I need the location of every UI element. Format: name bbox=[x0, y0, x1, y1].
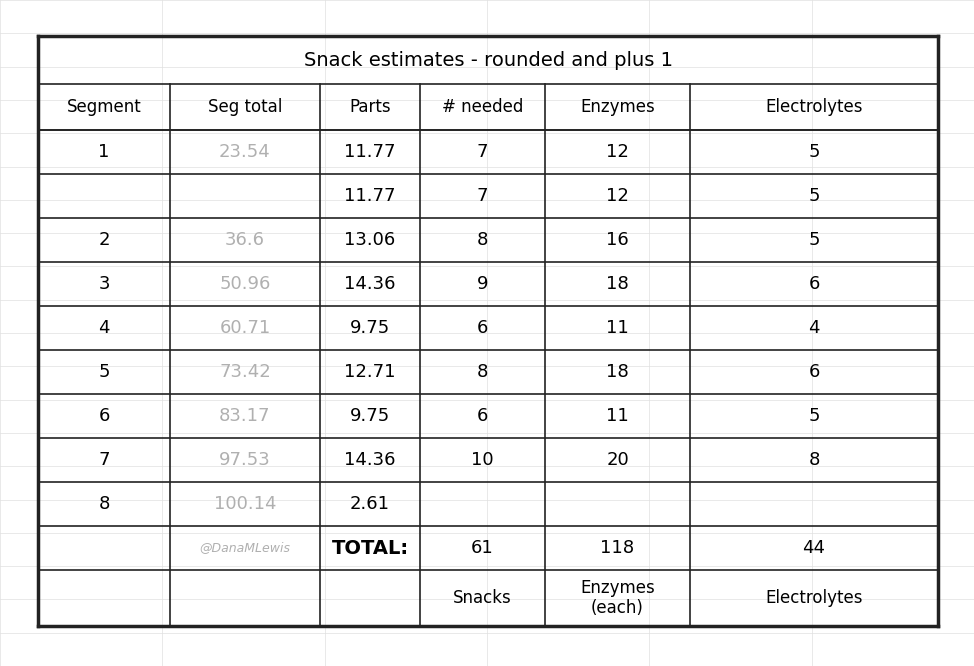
Text: 9: 9 bbox=[476, 275, 488, 293]
Text: 97.53: 97.53 bbox=[219, 451, 271, 469]
Text: 5: 5 bbox=[808, 187, 820, 205]
Text: # needed: # needed bbox=[442, 98, 523, 116]
Text: 7: 7 bbox=[476, 143, 488, 161]
Text: 3: 3 bbox=[98, 275, 110, 293]
Text: 60.71: 60.71 bbox=[219, 319, 271, 337]
Text: 5: 5 bbox=[808, 231, 820, 249]
Text: 14.36: 14.36 bbox=[344, 451, 395, 469]
Text: 11.77: 11.77 bbox=[344, 143, 395, 161]
Text: 8: 8 bbox=[808, 451, 820, 469]
Text: 7: 7 bbox=[98, 451, 110, 469]
Text: 6: 6 bbox=[98, 407, 110, 425]
Text: 100.14: 100.14 bbox=[213, 495, 277, 513]
Text: 7: 7 bbox=[476, 187, 488, 205]
Text: 6: 6 bbox=[808, 363, 820, 381]
Text: 6: 6 bbox=[477, 319, 488, 337]
Text: 11: 11 bbox=[606, 407, 629, 425]
Text: 5: 5 bbox=[808, 407, 820, 425]
Text: 12.71: 12.71 bbox=[344, 363, 395, 381]
Text: @DanaMLewis: @DanaMLewis bbox=[200, 541, 290, 555]
Text: 83.17: 83.17 bbox=[219, 407, 271, 425]
Text: 6: 6 bbox=[477, 407, 488, 425]
Text: 44: 44 bbox=[803, 539, 826, 557]
Text: Electrolytes: Electrolytes bbox=[766, 98, 863, 116]
Text: 2: 2 bbox=[98, 231, 110, 249]
Text: 8: 8 bbox=[477, 363, 488, 381]
Text: 61: 61 bbox=[471, 539, 494, 557]
Text: 6: 6 bbox=[808, 275, 820, 293]
Text: 14.36: 14.36 bbox=[344, 275, 395, 293]
Text: 2.61: 2.61 bbox=[350, 495, 390, 513]
Text: Parts: Parts bbox=[350, 98, 391, 116]
Text: 18: 18 bbox=[606, 275, 629, 293]
Text: Enzymes
(each): Enzymes (each) bbox=[581, 579, 655, 617]
Text: Segment: Segment bbox=[66, 98, 141, 116]
Text: Seg total: Seg total bbox=[207, 98, 282, 116]
Text: 5: 5 bbox=[808, 143, 820, 161]
Text: Snack estimates - rounded and plus 1: Snack estimates - rounded and plus 1 bbox=[304, 51, 672, 69]
Text: 10: 10 bbox=[471, 451, 494, 469]
Text: Enzymes: Enzymes bbox=[581, 98, 655, 116]
Text: 12: 12 bbox=[606, 143, 629, 161]
Text: 50.96: 50.96 bbox=[219, 275, 271, 293]
Text: 9.75: 9.75 bbox=[350, 407, 391, 425]
Text: 8: 8 bbox=[98, 495, 110, 513]
Text: Snacks: Snacks bbox=[453, 589, 512, 607]
Text: 118: 118 bbox=[600, 539, 635, 557]
Text: 18: 18 bbox=[606, 363, 629, 381]
Text: TOTAL:: TOTAL: bbox=[331, 539, 408, 557]
Text: 73.42: 73.42 bbox=[219, 363, 271, 381]
Text: 11: 11 bbox=[606, 319, 629, 337]
Text: 12: 12 bbox=[606, 187, 629, 205]
Text: Electrolytes: Electrolytes bbox=[766, 589, 863, 607]
Text: 16: 16 bbox=[606, 231, 629, 249]
Text: 11.77: 11.77 bbox=[344, 187, 395, 205]
Text: 20: 20 bbox=[606, 451, 629, 469]
Text: 4: 4 bbox=[98, 319, 110, 337]
Text: 13.06: 13.06 bbox=[345, 231, 395, 249]
Text: 9.75: 9.75 bbox=[350, 319, 391, 337]
Text: 8: 8 bbox=[477, 231, 488, 249]
Text: 36.6: 36.6 bbox=[225, 231, 265, 249]
Text: 5: 5 bbox=[98, 363, 110, 381]
Text: 1: 1 bbox=[98, 143, 110, 161]
Text: 4: 4 bbox=[808, 319, 820, 337]
Text: 23.54: 23.54 bbox=[219, 143, 271, 161]
